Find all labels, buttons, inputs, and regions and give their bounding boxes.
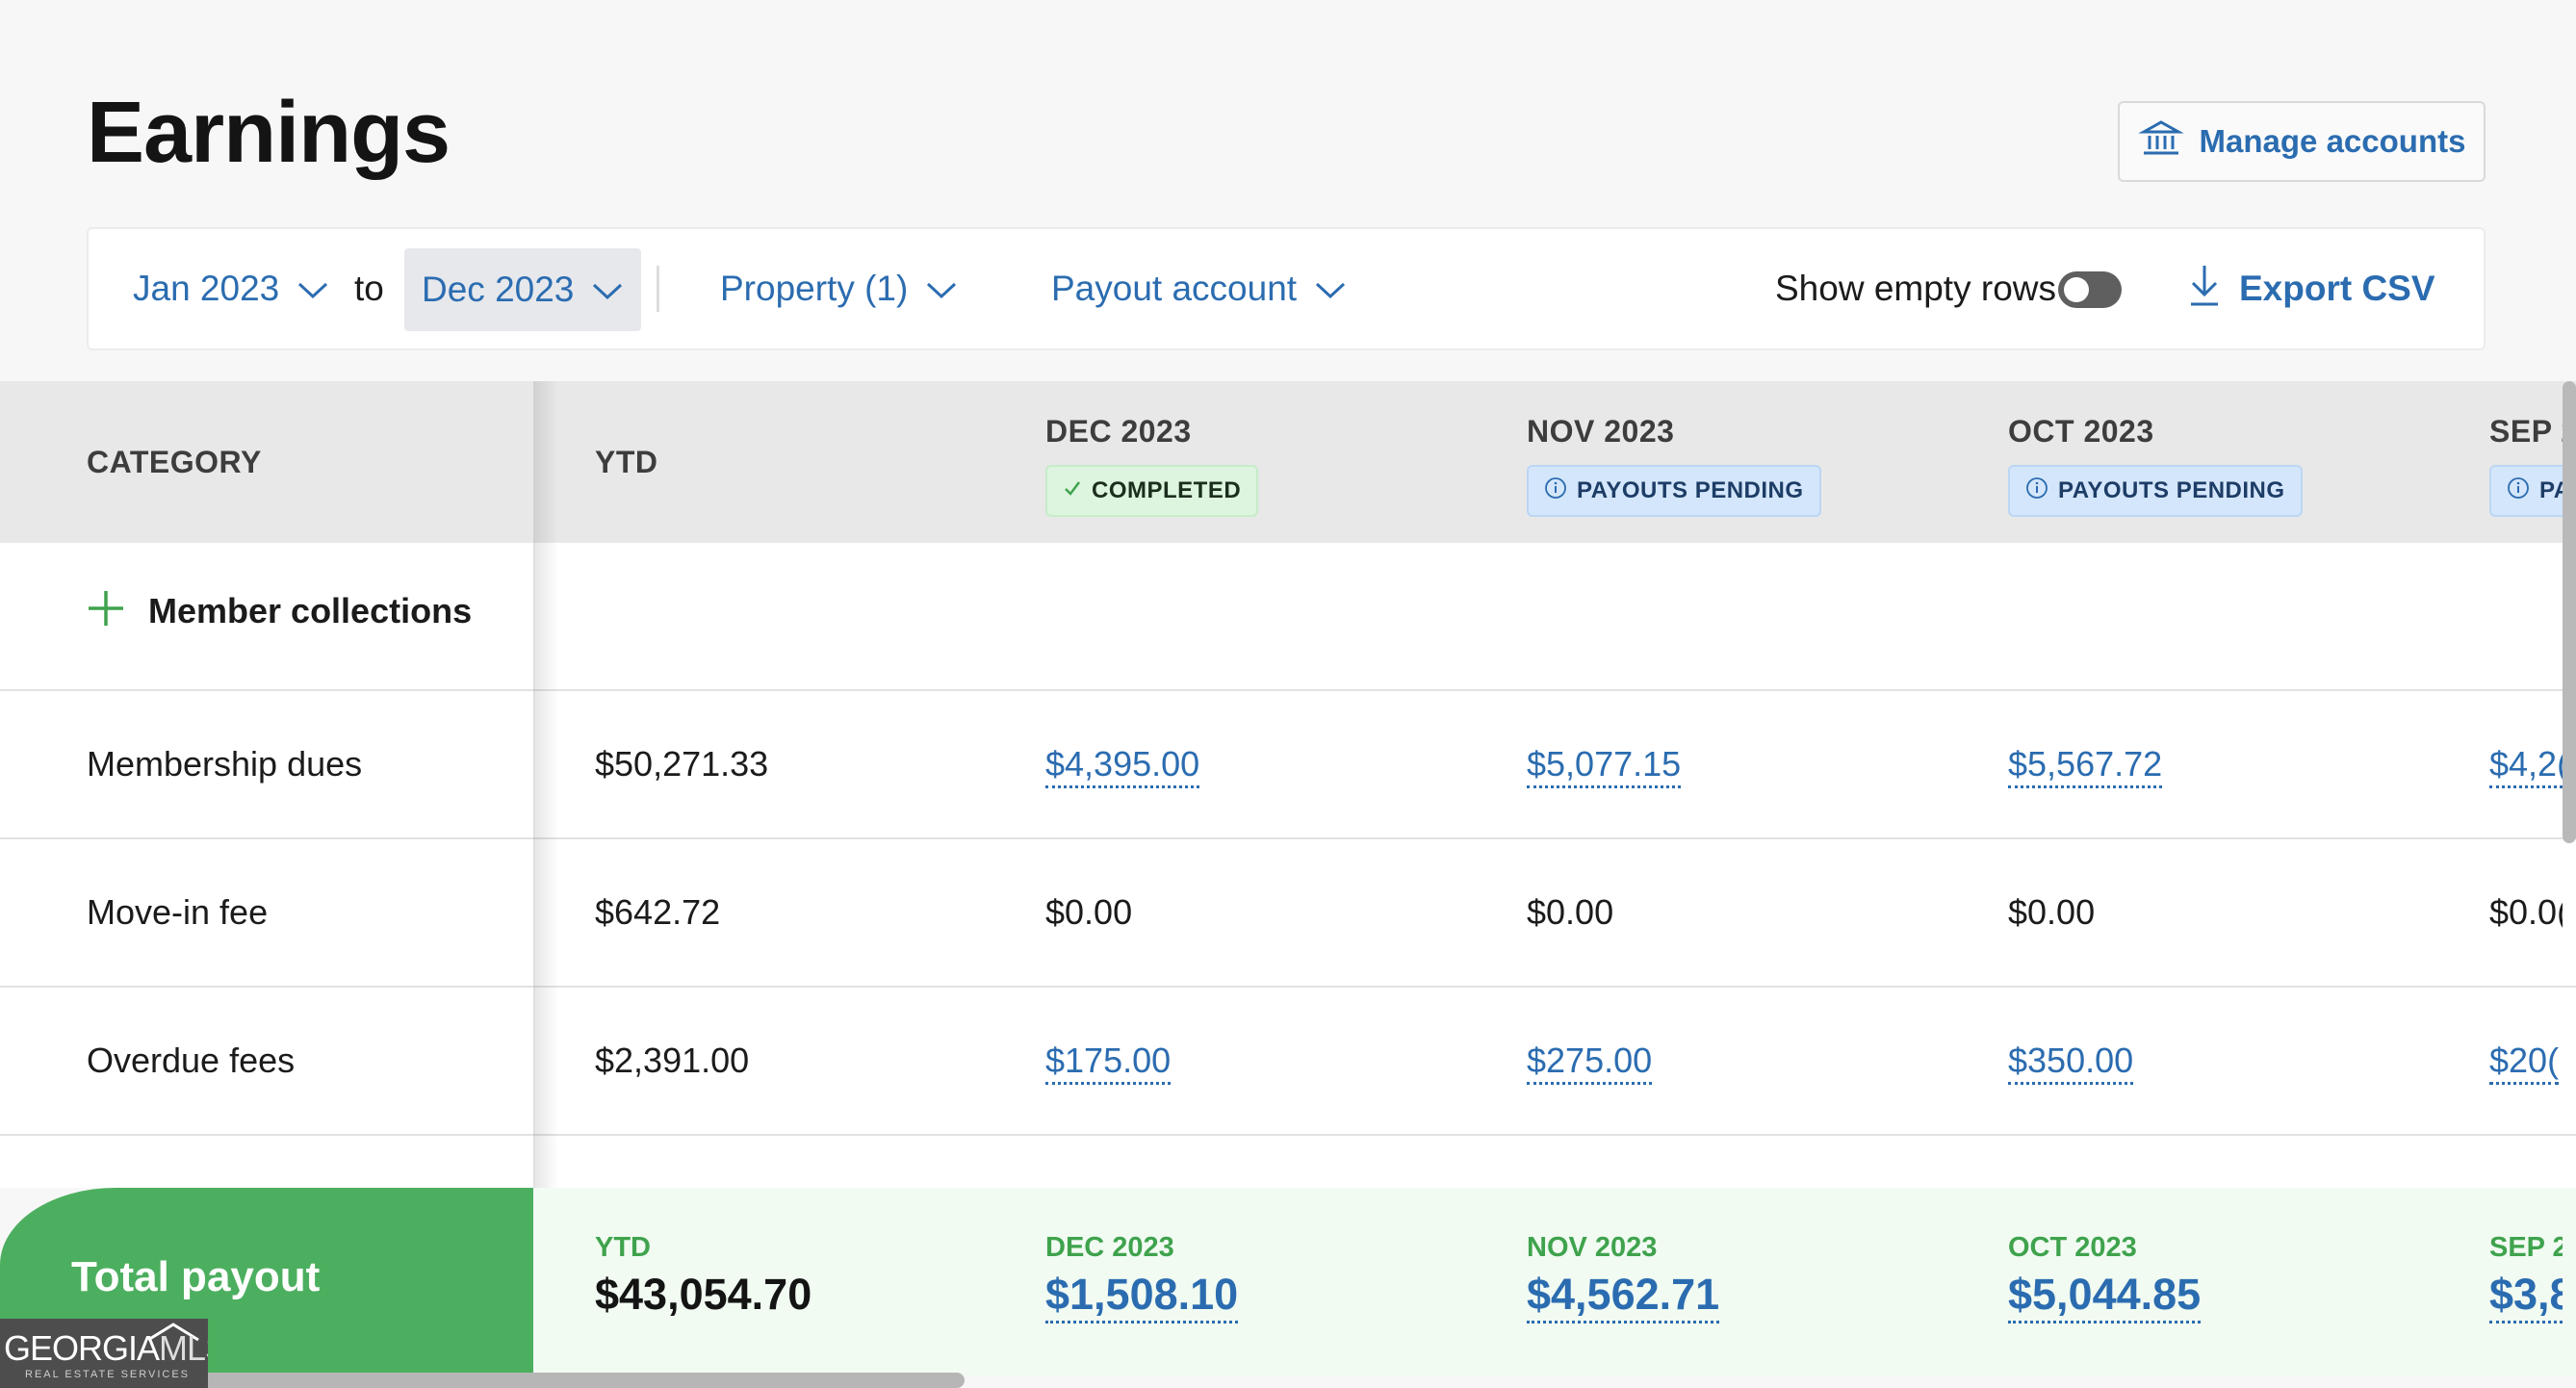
show-empty-rows-label: Show empty rows — [1775, 269, 2056, 308]
status-badge: COMPLETED — [1045, 465, 1259, 517]
amount-link[interactable]: $20( — [2489, 1041, 2560, 1085]
from-month-value: Jan 2023 — [133, 269, 280, 308]
chevron-down-icon — [591, 270, 624, 310]
totals-row — [535, 1188, 2576, 1376]
month-header-label: DEC 2023 — [1045, 414, 1192, 449]
roof-icon — [147, 1323, 199, 1342]
vertical-scrollbar[interactable] — [2563, 381, 2576, 843]
to-month-select[interactable]: Dec 2023 — [404, 248, 642, 331]
month-header-dec: DEC 2023 COMPLETED — [1045, 414, 1259, 517]
amount-link[interactable]: $5,077.15 — [1527, 744, 1682, 788]
info-icon — [2507, 476, 2530, 506]
amount-link[interactable]: $175.00 — [1045, 1041, 1172, 1085]
show-empty-rows-toggle[interactable] — [2058, 271, 2122, 308]
status-badge: PA — [2489, 465, 2563, 517]
row-divider — [0, 986, 2576, 988]
total-month-link[interactable]: $4,562.71 — [1527, 1270, 1720, 1324]
sticky-column-shadow — [533, 381, 558, 1188]
page-title: Earnings — [87, 85, 451, 181]
month-header-label: NOV 2023 — [1527, 414, 1675, 449]
total-ytd-label: YTD — [595, 1232, 651, 1263]
table-body — [535, 543, 2576, 1188]
month-header-label: OCT 2023 — [2008, 414, 2154, 449]
payout-account-label: Payout account — [1051, 269, 1298, 308]
status-badge-text: COMPLETED — [1092, 477, 1242, 503]
logo-tagline: REAL ESTATE SERVICES — [25, 1369, 191, 1380]
export-csv-button[interactable]: Export CSV — [2187, 229, 2435, 348]
total-nov: NOV 2023 $4,562.71 — [1527, 1232, 1720, 1324]
total-month-label: SEP 2 — [2489, 1232, 2563, 1263]
filter-bar: Jan 2023 to Dec 2023 Property (1) Payout… — [87, 227, 2486, 350]
payout-account-select[interactable]: Payout account — [1051, 229, 1347, 348]
row-divider — [0, 837, 2576, 839]
chevron-down-icon — [296, 269, 329, 309]
status-badge: PAYOUTS PENDING — [2008, 465, 2303, 517]
total-month-link[interactable]: $5,044.85 — [2008, 1270, 2202, 1324]
category-header: CATEGORY — [87, 445, 262, 479]
horizontal-scrollbar[interactable] — [154, 1373, 965, 1388]
chevron-down-icon — [925, 269, 958, 309]
total-month-link[interactable]: $3,8 — [2489, 1270, 2563, 1324]
status-badge-text: PA — [2539, 477, 2563, 503]
month-header-sep: SEP 2 PA — [2489, 414, 2563, 520]
amount-value: $0.00 — [1045, 892, 1133, 932]
group-label: Member collections — [148, 590, 473, 630]
amount-value: $0.00 — [1527, 892, 1614, 932]
row-divider — [0, 689, 2576, 691]
total-ytd: YTD $43,054.70 — [595, 1232, 811, 1320]
month-header-label: SEP 2 — [2489, 414, 2563, 449]
to-month-value: Dec 2023 — [422, 270, 575, 309]
amount-link[interactable]: $275.00 — [1527, 1041, 1653, 1085]
logo-wordmark: GEORGIAMLS — [4, 1328, 208, 1368]
download-icon — [2187, 262, 2222, 317]
info-icon — [2025, 476, 2048, 506]
property-label: Property (1) — [720, 269, 909, 308]
georgia-mls-logo: GEORGIAMLS REAL ESTATE SERVICES — [0, 1319, 208, 1388]
total-sep: SEP 2 $3,8 — [2489, 1232, 2563, 1348]
info-icon — [1544, 476, 1567, 506]
amount-link[interactable]: $4,2( — [2489, 744, 2563, 788]
status-badge-text: PAYOUTS PENDING — [2058, 477, 2285, 503]
date-range-to-label: to — [354, 269, 384, 308]
ytd-header: YTD — [595, 445, 658, 479]
total-dec: DEC 2023 $1,508.10 — [1045, 1232, 1239, 1324]
property-select[interactable]: Property (1) — [720, 229, 958, 348]
row-divider — [0, 1134, 2576, 1136]
total-month-label: OCT 2023 — [2008, 1232, 2137, 1263]
check-icon — [1063, 477, 1082, 504]
row-category: Overdue fees — [87, 1041, 296, 1080]
export-csv-label: Export CSV — [2239, 269, 2435, 308]
ytd-value: $2,391.00 — [595, 1041, 750, 1080]
from-month-select[interactable]: Jan 2023 — [133, 229, 329, 348]
status-badge-text: PAYOUTS PENDING — [1577, 477, 1804, 503]
total-month-label: NOV 2023 — [1527, 1232, 1658, 1263]
row-category: Move-in fee — [87, 892, 269, 932]
month-header-oct: OCT 2023 PAYOUTS PENDING — [2008, 414, 2303, 517]
total-month-link[interactable]: $1,508.10 — [1045, 1270, 1239, 1324]
month-header-nov: NOV 2023 PAYOUTS PENDING — [1527, 414, 1821, 517]
ytd-value: $642.72 — [595, 892, 721, 932]
manage-accounts-label: Manage accounts — [2199, 123, 2466, 159]
toggle-knob — [2064, 277, 2089, 302]
total-payout-label: Total payout — [71, 1253, 321, 1300]
plus-icon — [87, 589, 125, 632]
manage-accounts-button[interactable]: Manage accounts — [2118, 101, 2486, 182]
total-oct: OCT 2023 $5,044.85 — [2008, 1232, 2202, 1324]
filter-divider — [657, 266, 659, 312]
amount-value: $0.00 — [2008, 892, 2096, 932]
row-category: Membership dues — [87, 744, 363, 784]
ytd-value: $50,271.33 — [595, 744, 769, 784]
chevron-down-icon — [1314, 269, 1347, 309]
group-row-member-collections[interactable]: Member collections — [87, 589, 472, 632]
amount-link[interactable]: $5,567.72 — [2008, 744, 2163, 788]
amount-link[interactable]: $4,395.00 — [1045, 744, 1200, 788]
total-month-label: DEC 2023 — [1045, 1232, 1174, 1263]
status-badge: PAYOUTS PENDING — [1527, 465, 1821, 517]
amount-value: $0.0( — [2489, 892, 2563, 932]
amount-link[interactable]: $350.00 — [2008, 1041, 2134, 1085]
bank-icon — [2137, 115, 2184, 168]
total-ytd-value: $43,054.70 — [595, 1270, 812, 1319]
